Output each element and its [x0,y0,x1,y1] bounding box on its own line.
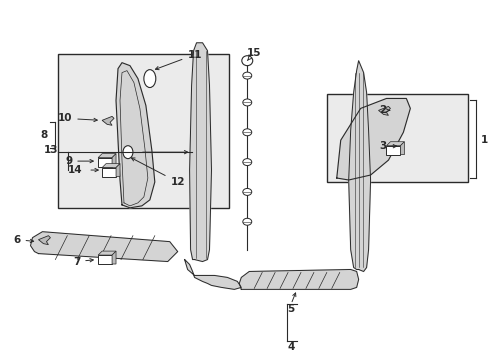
Ellipse shape [243,159,251,166]
Polygon shape [112,251,116,264]
Polygon shape [98,251,116,255]
Text: 13: 13 [44,145,58,155]
Polygon shape [378,107,389,115]
Text: 10: 10 [58,113,97,123]
Ellipse shape [243,99,251,106]
Ellipse shape [243,218,251,225]
Ellipse shape [123,146,133,159]
Polygon shape [386,142,404,146]
Text: 6: 6 [13,235,34,245]
Ellipse shape [243,188,251,195]
Polygon shape [39,236,50,245]
Polygon shape [184,260,241,289]
Text: 15: 15 [246,48,261,60]
Polygon shape [112,154,116,167]
Bar [326,94,467,182]
Text: 11: 11 [155,50,202,70]
Polygon shape [102,116,114,125]
Bar [98,158,112,167]
Ellipse shape [241,56,252,66]
Text: 2: 2 [379,105,389,116]
Text: 5: 5 [287,304,294,314]
Polygon shape [189,43,211,261]
Polygon shape [116,63,155,208]
Ellipse shape [143,69,156,87]
Text: 3: 3 [379,141,396,151]
Bar [386,146,400,155]
Bar [98,255,112,264]
Polygon shape [98,154,116,158]
Bar [102,167,116,176]
Ellipse shape [243,129,251,136]
Polygon shape [400,142,404,155]
Text: 7: 7 [73,257,93,266]
Polygon shape [30,232,177,261]
Polygon shape [102,163,120,167]
Polygon shape [336,99,409,180]
Polygon shape [239,270,358,289]
Text: 1: 1 [480,135,487,145]
Text: 12: 12 [131,158,184,187]
Text: 9: 9 [65,156,93,166]
Polygon shape [116,163,120,176]
Ellipse shape [243,72,251,79]
Text: 14: 14 [68,165,83,175]
Text: 4: 4 [287,342,294,352]
Bar [58,54,229,208]
Polygon shape [348,61,370,271]
Text: 8: 8 [41,130,48,140]
